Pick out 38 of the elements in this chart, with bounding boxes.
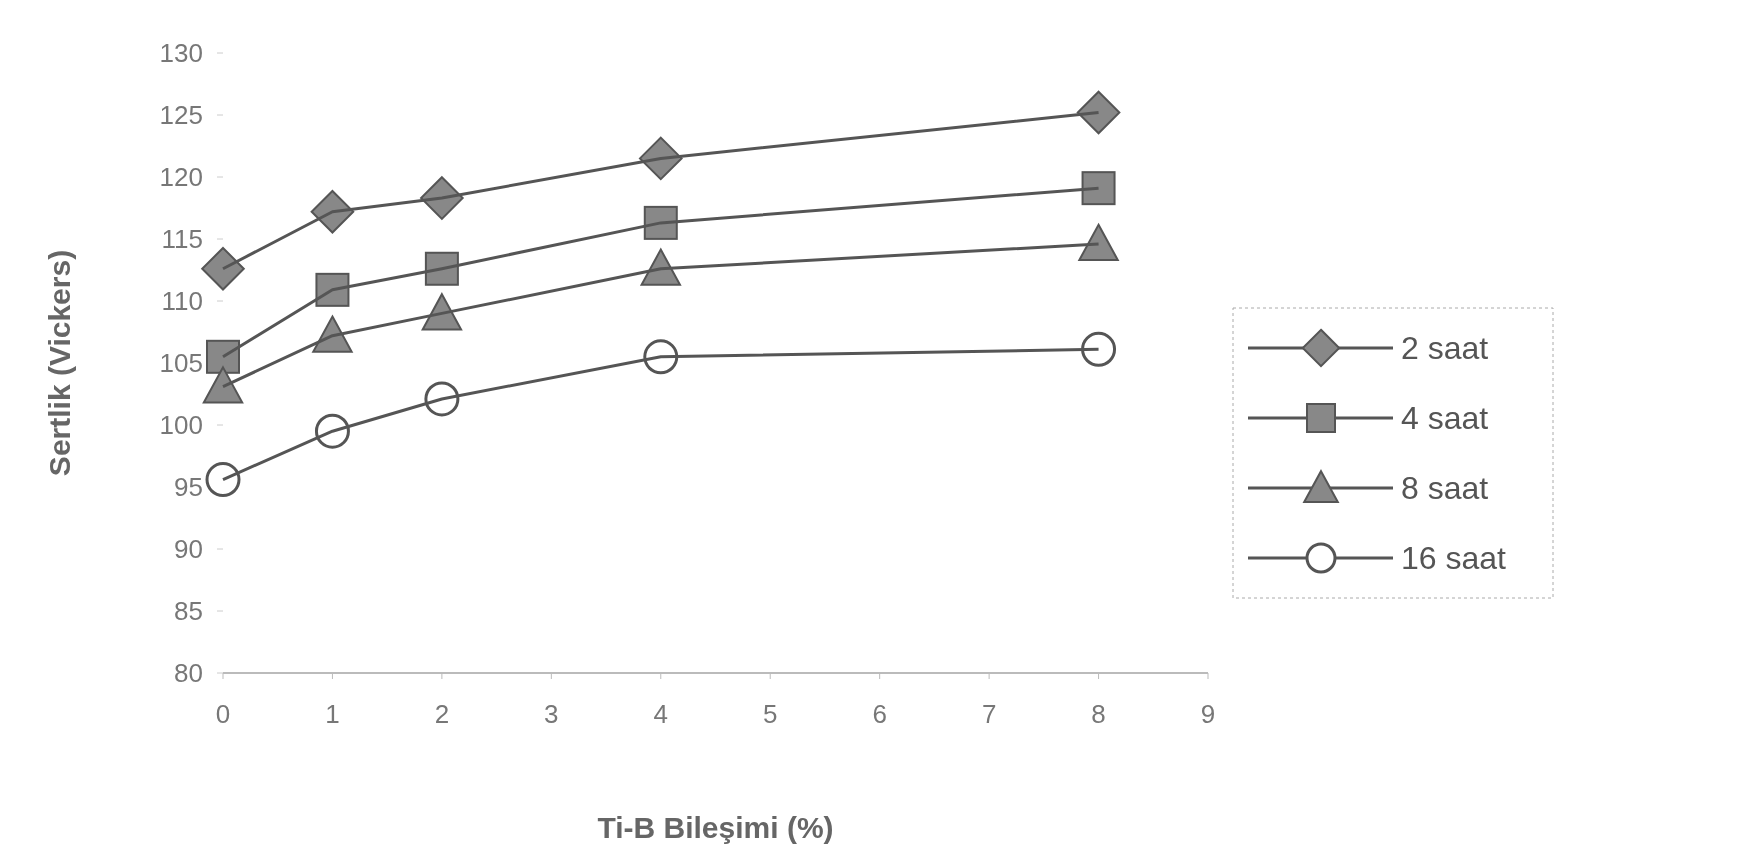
point <box>1081 171 1116 206</box>
point <box>201 246 245 291</box>
y-tick-label: 125 <box>159 100 203 130</box>
legend-label: 8 saat <box>1401 470 1489 506</box>
x-tick-label: 9 <box>1200 699 1216 729</box>
y-tick-label: 80 <box>174 658 203 688</box>
x-tick-label: 3 <box>544 699 559 729</box>
y-tick-label: 85 <box>174 596 203 626</box>
legend-label: 4 saat <box>1401 400 1489 436</box>
point <box>1076 90 1121 135</box>
x-tick-label: 2 <box>434 699 450 729</box>
y-tick-label: 105 <box>159 348 203 378</box>
y-tick-label: 95 <box>174 472 203 502</box>
x-tick-label: 7 <box>981 699 997 729</box>
point <box>202 366 244 404</box>
point <box>643 205 678 240</box>
x-tick-label: 5 <box>762 699 778 729</box>
x-tick-label: 6 <box>872 699 887 729</box>
y-tick-label: 110 <box>161 286 203 316</box>
point <box>1081 331 1117 367</box>
x-tick-label: 1 <box>325 699 340 729</box>
point <box>206 339 240 374</box>
x-axis-title: Ti-B Bileşimi (%) <box>597 811 834 844</box>
legend-label: 2 saat <box>1401 330 1489 366</box>
y-tick-label: 115 <box>161 224 203 254</box>
point <box>205 462 241 498</box>
x-tick-label: 4 <box>653 699 669 729</box>
point <box>421 293 463 331</box>
x-tick-label: 0 <box>215 699 231 729</box>
x-tick-label: 8 <box>1091 699 1106 729</box>
y-tick-label: 120 <box>159 162 203 192</box>
y-tick-label: 100 <box>159 410 203 440</box>
legend-label: 16 saat <box>1401 540 1507 576</box>
y-tick-label: 90 <box>174 534 203 564</box>
point <box>424 251 459 286</box>
y-tick-label: 130 <box>159 38 203 68</box>
point <box>1078 223 1119 261</box>
y-axis-title: Sertlik (Vickers) <box>43 249 76 477</box>
